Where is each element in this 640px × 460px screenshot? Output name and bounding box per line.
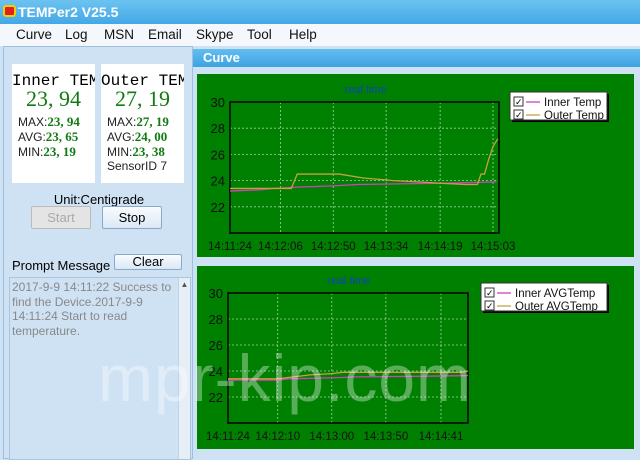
inner-avg: 23, 65 (45, 129, 79, 144)
y-tick-label: 24 (211, 174, 225, 189)
x-tick-label: 14:15:03 (471, 241, 516, 253)
x-tick-label: 14:14:19 (418, 241, 463, 253)
outer-max-label: MAX: (107, 115, 137, 129)
outer-min-label: MIN: (107, 145, 133, 159)
chart-title: real time (328, 275, 370, 287)
menu-help[interactable]: Help (289, 27, 317, 42)
prompt-message-label: Prompt Message (12, 258, 111, 273)
checkmark-icon: ✓ (515, 110, 523, 120)
sensor-id: 7 (160, 159, 168, 173)
outer-avg: 24, 00 (134, 129, 168, 144)
stop-button[interactable]: Stop (102, 206, 162, 229)
series-line-outer-temp (230, 138, 499, 190)
outer-title: Outer TEMP (101, 72, 184, 90)
outer-avg-label: AVG: (107, 130, 135, 144)
avg-chart-panel: real time 22 24 26 28 30 14:11:24 14:12:10 14:13… (197, 266, 634, 449)
title-bar: TEMPer2 V25.5 (0, 0, 640, 24)
inner-max: 23, 94 (47, 114, 80, 129)
x-tick-label: 14:12:10 (255, 431, 300, 443)
y-tick-label: 30 (209, 286, 223, 301)
x-tick-label: 14:13:34 (364, 241, 409, 253)
inner-avg-label: AVG: (18, 130, 46, 144)
inner-min: 23, 19 (43, 144, 76, 159)
readings-panel: Inner TEMP 23, 94 MAX:23, 94 AVG:23, 65 … (3, 46, 193, 460)
legend-checkbox (484, 287, 495, 298)
menu-bar: Curve Log MSN Email Skype Tool Help (0, 24, 640, 46)
checkmark-icon: ✓ (486, 288, 494, 298)
inner-title: Inner TEMP (12, 72, 95, 90)
legend-label: Outer AVGTemp (515, 301, 598, 313)
start-button[interactable]: Start (31, 206, 91, 229)
scroll-up-icon[interactable]: ▲ (180, 280, 189, 289)
prompt-message-box[interactable]: 2017-9-9 14:11:22 Success to find the De… (9, 277, 191, 460)
window-title: TEMPer2 V25.5 (18, 4, 119, 20)
menu-skype[interactable]: Skype (196, 27, 234, 42)
y-tick-label: 22 (209, 390, 223, 405)
menu-log[interactable]: Log (65, 27, 88, 42)
app-icon (3, 5, 16, 17)
legend-checkbox (513, 109, 524, 120)
prompt-message-text: 2017-9-9 14:11:22 Success to find the De… (12, 280, 172, 338)
x-tick-label: 14:13:50 (363, 431, 408, 443)
x-tick-label: 14:12:50 (311, 241, 356, 253)
legend-checkbox (484, 300, 495, 311)
x-tick-label: 14:11:24 (208, 241, 253, 253)
y-tick-label: 28 (211, 121, 225, 136)
legend-label: Outer Temp (544, 110, 604, 122)
plot-frame (229, 101, 500, 234)
y-tick-label: 26 (209, 338, 223, 353)
plot-frame (227, 292, 469, 424)
outer-min: 23, 38 (132, 144, 165, 159)
menu-tool[interactable]: Tool (247, 27, 272, 42)
menu-msn[interactable]: MSN (104, 27, 134, 42)
y-tick-label: 24 (209, 364, 223, 379)
sensor-label: SensorID (107, 159, 158, 173)
legend-checkbox (513, 96, 524, 107)
realtime-chart-panel: real time 22 24 26 28 30 14:11:24 14:12:06 14:12… (197, 74, 634, 257)
inner-max-label: MAX: (18, 115, 48, 129)
y-tick-label: 22 (211, 200, 225, 215)
legend-label: Inner Temp (544, 97, 601, 109)
outer-temp-card: Outer TEMP 27, 19 MAX:27, 19 AVG:24, 00 … (101, 64, 184, 183)
inner-min-label: MIN: (18, 145, 44, 159)
x-tick-label: 14:12:06 (258, 241, 303, 253)
curve-window-title: Curve (193, 49, 640, 67)
checkmark-icon: ✓ (486, 301, 494, 311)
series-line-outer-avgtemp (228, 370, 469, 380)
outer-value: 27, 19 (115, 86, 170, 111)
y-tick-label: 30 (211, 95, 225, 110)
outer-max: 27, 19 (136, 114, 169, 129)
y-tick-label: 26 (211, 147, 225, 162)
clear-button[interactable]: Clear (114, 254, 182, 270)
menu-curve[interactable]: Curve (16, 27, 53, 42)
chart-title: real time (345, 84, 387, 96)
series-line-inner-temp (229, 181, 497, 192)
x-tick-label: 14:13:00 (309, 431, 354, 443)
checkmark-icon: ✓ (515, 97, 523, 107)
message-scrollbar[interactable]: ▲ (178, 278, 190, 459)
inner-value: 23, 94 (26, 86, 81, 111)
y-tick-label: 28 (209, 312, 223, 327)
x-tick-label: 14:14:41 (419, 431, 464, 443)
legend-label: Inner AVGTemp (515, 288, 595, 300)
menu-email[interactable]: Email (148, 27, 182, 42)
unit-label: Unit:Centigrade (53, 192, 145, 207)
x-tick-label: 14:11:24 (206, 431, 251, 443)
inner-temp-card: Inner TEMP 23, 94 MAX:23, 94 AVG:23, 65 … (12, 64, 95, 183)
series-line-inner-avgtemp (228, 374, 469, 381)
